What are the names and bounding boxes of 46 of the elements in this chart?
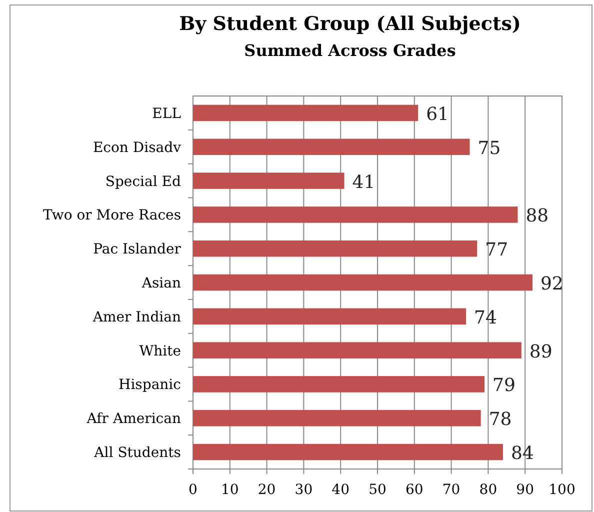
bar [193, 172, 344, 189]
data-label: 92 [540, 274, 564, 294]
data-label: 88 [526, 206, 549, 227]
data-label: 78 [488, 409, 512, 430]
x-tick-label: 40 [332, 482, 350, 498]
y-tick-label: Amer Indian [92, 309, 181, 326]
bar [193, 206, 518, 223]
y-tick-label: Two or More Races [43, 208, 181, 224]
x-tick-label: 10 [220, 482, 239, 498]
data-label: 77 [485, 240, 508, 261]
x-tick-label: 80 [479, 482, 498, 498]
bar [193, 342, 522, 358]
x-tick-label: 50 [368, 482, 386, 498]
bar [193, 138, 470, 155]
x-tick-label: 100 [548, 482, 576, 498]
data-label: 61 [426, 104, 449, 125]
x-tick-label: 90 [516, 482, 534, 498]
bar [193, 376, 485, 392]
bar [193, 308, 466, 325]
bar [193, 410, 481, 426]
bar [193, 444, 503, 460]
data-label: 75 [478, 138, 501, 159]
data-label: 84 [510, 443, 534, 464]
chart-title: By Student Group (All Subjects) [179, 13, 521, 35]
data-label: 79 [492, 375, 516, 396]
y-tick-label: All Students [93, 445, 181, 462]
x-tick-label: 30 [294, 482, 313, 498]
x-tick-label: 0 [188, 482, 198, 498]
y-tick-label: Special Ed [105, 174, 182, 190]
data-label: 89 [529, 341, 552, 362]
bar [193, 240, 478, 257]
x-tick-label: 70 [442, 482, 460, 498]
data-label: 41 [352, 172, 376, 193]
y-tick-label: Pac Islander [93, 242, 182, 258]
y-tick-label: Asian [140, 276, 181, 292]
y-tick-label: ELL [152, 106, 181, 122]
x-tick-label: 20 [258, 482, 276, 498]
y-tick-label: Econ Disadv [92, 140, 182, 156]
chart-subtitle: Summed Across Grades [244, 41, 456, 60]
y-tick-label: Afr American [86, 411, 181, 428]
x-tick-label: 60 [405, 482, 424, 498]
data-label: 74 [474, 307, 497, 328]
y-tick-label: White [139, 343, 181, 360]
bar [193, 104, 418, 122]
y-tick-label: Hispanic [118, 377, 182, 394]
bar [193, 274, 532, 291]
